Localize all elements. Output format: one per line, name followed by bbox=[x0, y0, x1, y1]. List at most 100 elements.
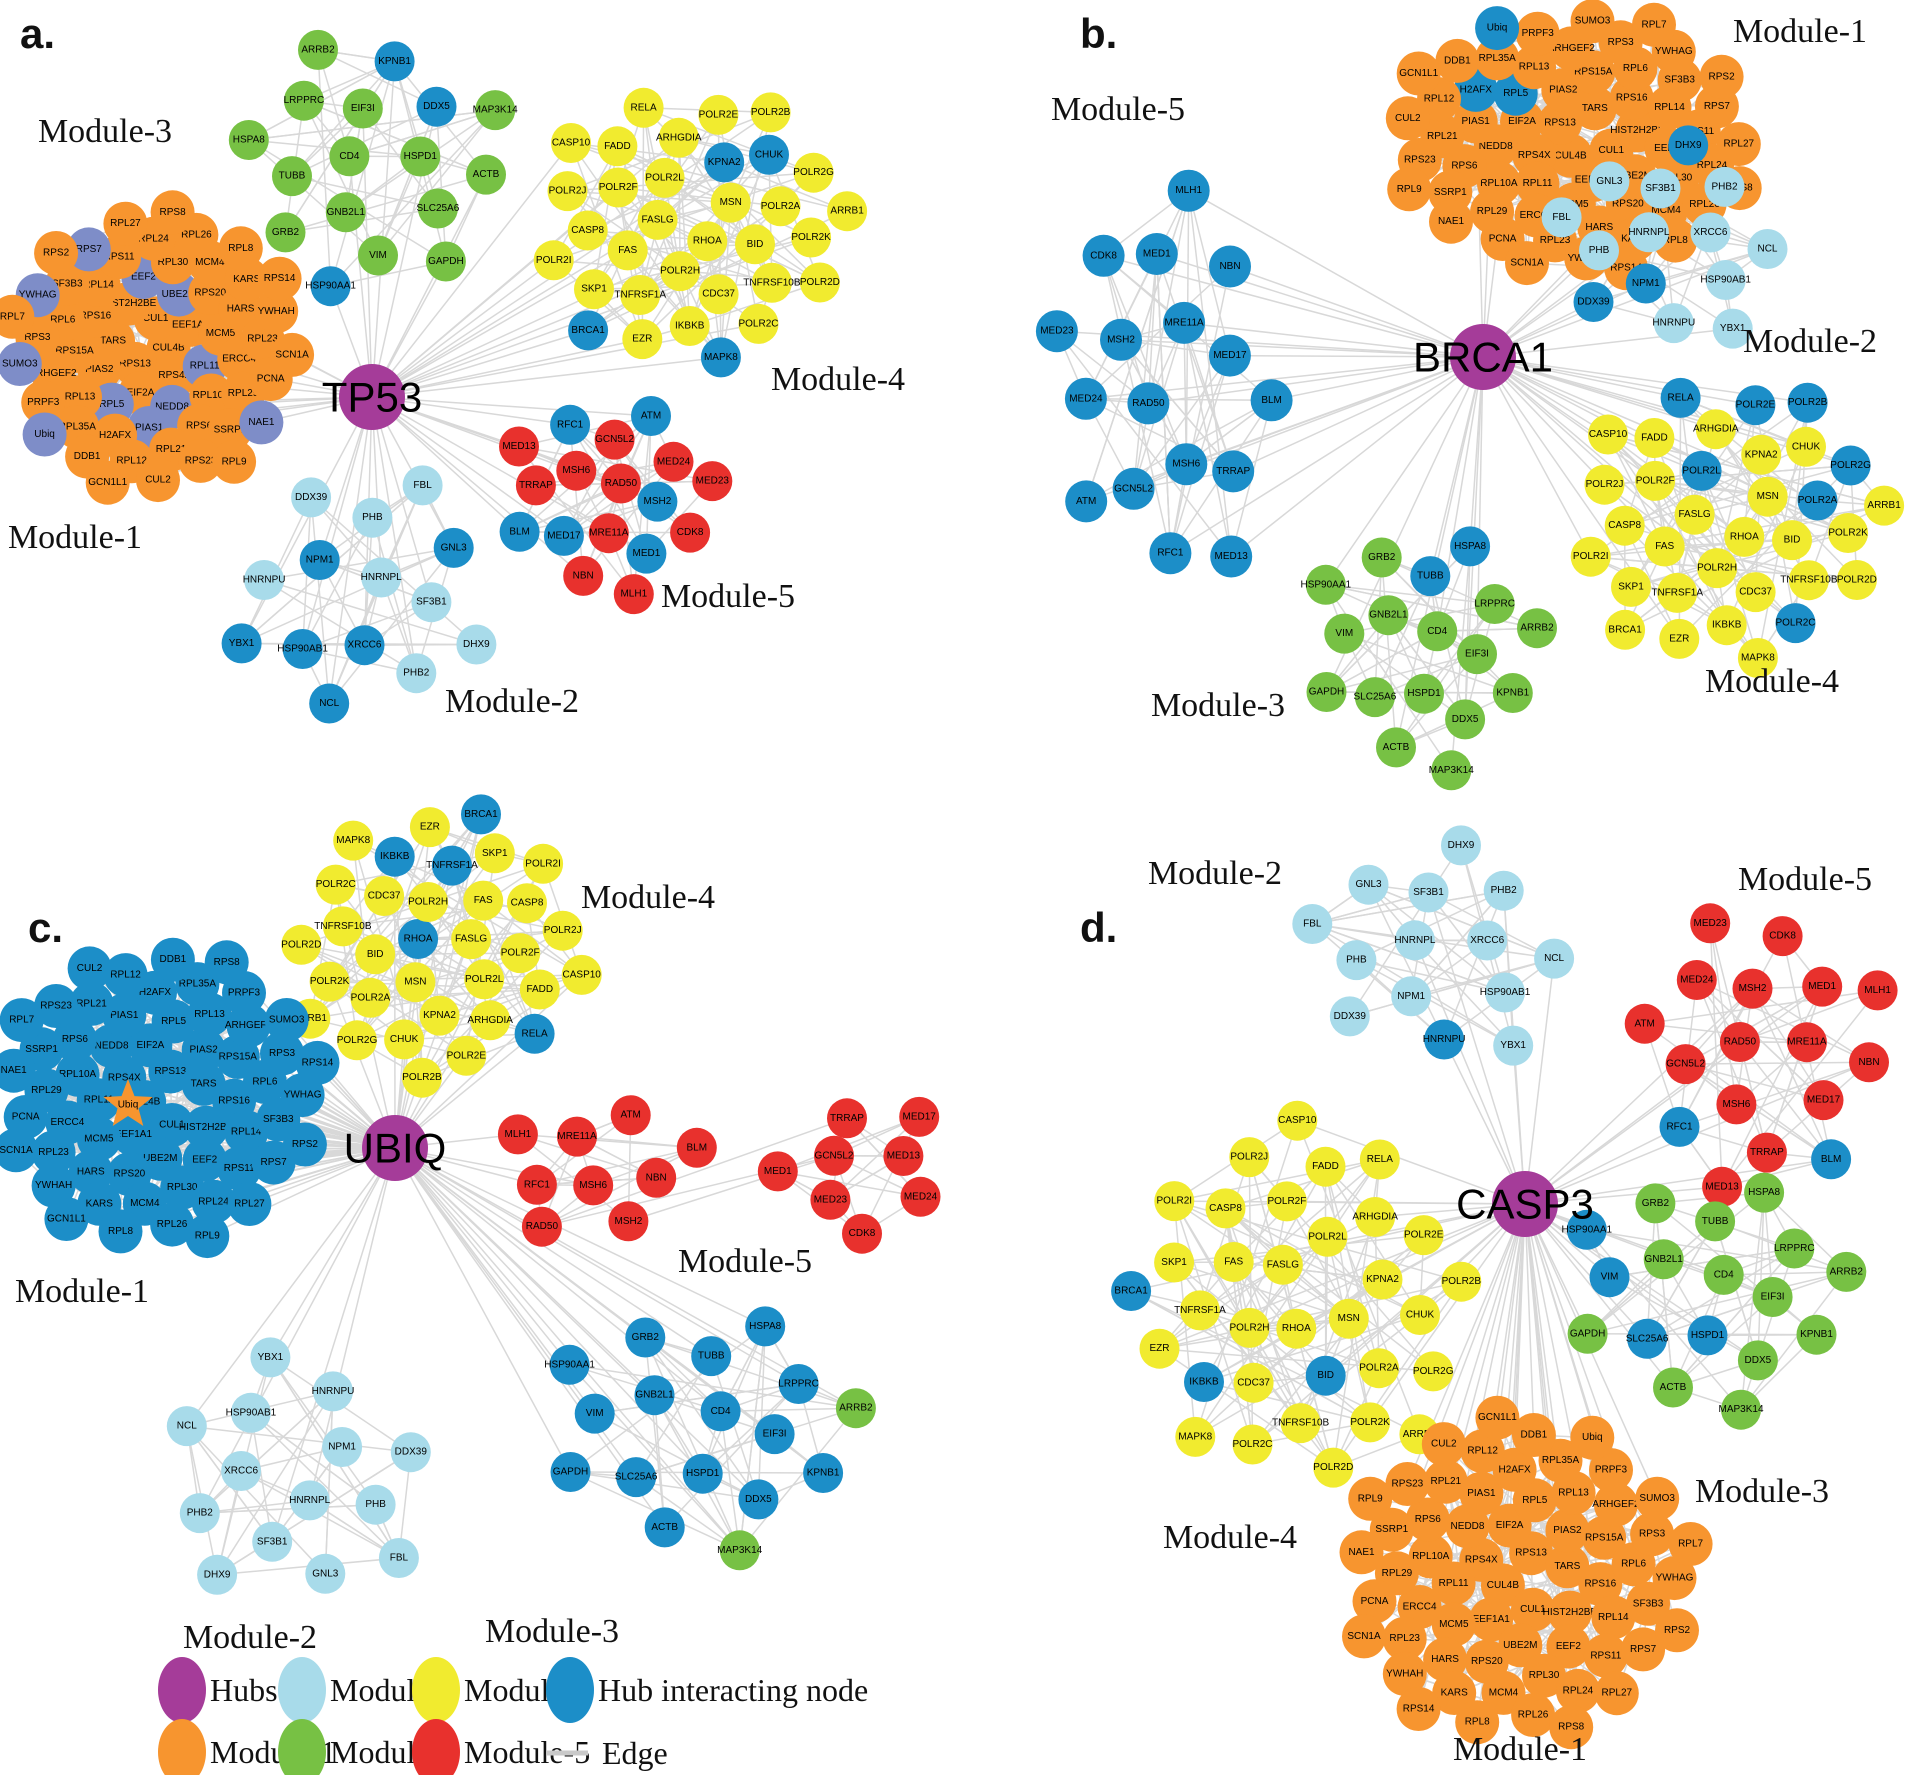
node-POLR2E[interactable] bbox=[698, 94, 739, 135]
node-TNFRSF10B[interactable] bbox=[751, 262, 792, 303]
node-FASLG[interactable] bbox=[1262, 1244, 1303, 1285]
node-MED17[interactable] bbox=[1208, 334, 1251, 377]
node-TRRAP[interactable] bbox=[515, 465, 556, 506]
node-MED23[interactable] bbox=[810, 1179, 851, 1220]
node-ACTB[interactable] bbox=[466, 154, 506, 195]
node-BID[interactable] bbox=[355, 934, 396, 975]
node-POLR2G[interactable] bbox=[793, 152, 834, 193]
node-HIST2H2BE[interactable] bbox=[184, 1105, 229, 1150]
node-RPS8[interactable] bbox=[1549, 1705, 1594, 1750]
node-MED13[interactable] bbox=[883, 1136, 924, 1176]
node-MLH1[interactable] bbox=[613, 574, 654, 615]
node-HNRNPL[interactable] bbox=[361, 557, 402, 598]
node-SUMO3[interactable] bbox=[264, 998, 309, 1042]
node-BRCA1[interactable] bbox=[568, 310, 609, 351]
node-BRCA1[interactable] bbox=[461, 794, 501, 835]
node-EEF1A1[interactable] bbox=[1469, 1597, 1514, 1642]
node-POLR2H[interactable] bbox=[660, 251, 701, 292]
node-RPL27[interactable] bbox=[1594, 1671, 1639, 1716]
node-FASLG[interactable] bbox=[637, 199, 678, 240]
node-RPS11[interactable] bbox=[217, 1146, 262, 1191]
node-CUL1[interactable] bbox=[149, 1103, 194, 1147]
node-CUL2[interactable] bbox=[1421, 1422, 1466, 1467]
node-KPNB1[interactable] bbox=[374, 41, 415, 82]
node-XRCC6[interactable] bbox=[1467, 920, 1508, 961]
node-RPL8[interactable] bbox=[1455, 1700, 1500, 1745]
node-MED13[interactable] bbox=[499, 426, 539, 467]
node-PRPF3[interactable] bbox=[21, 380, 66, 425]
node-SF3B1[interactable] bbox=[1640, 168, 1681, 209]
node-MED24[interactable] bbox=[900, 1176, 941, 1217]
node-BLM[interactable] bbox=[499, 511, 540, 552]
node-FADD[interactable] bbox=[597, 126, 638, 167]
node-RPL24[interactable] bbox=[1555, 1668, 1600, 1713]
node-SLC25A6[interactable] bbox=[1354, 677, 1395, 718]
node-ATM[interactable] bbox=[631, 396, 671, 436]
node-RAD50[interactable] bbox=[600, 463, 641, 504]
node-ACTB[interactable] bbox=[1653, 1367, 1693, 1408]
node-RPL9[interactable] bbox=[1387, 167, 1432, 212]
node-MCM5[interactable] bbox=[1431, 1602, 1476, 1647]
node-MED1[interactable] bbox=[1135, 233, 1178, 275]
node-GCN5L2[interactable] bbox=[1665, 1044, 1706, 1085]
node-SKP1[interactable] bbox=[1611, 566, 1651, 607]
node-RPS14[interactable] bbox=[257, 256, 302, 301]
node-FADD[interactable] bbox=[1634, 418, 1675, 458]
node-DDX39[interactable] bbox=[390, 1432, 431, 1473]
node-POLR2F[interactable] bbox=[1266, 1181, 1307, 1222]
node-HNRNPU[interactable] bbox=[1424, 1019, 1465, 1060]
node-EIF3I[interactable] bbox=[342, 88, 383, 129]
node-RFC1[interactable] bbox=[1659, 1106, 1700, 1147]
node-POLR2D[interactable] bbox=[281, 924, 322, 965]
node-SLC25A6[interactable] bbox=[1627, 1318, 1668, 1359]
node-RPL10A[interactable] bbox=[1408, 1534, 1453, 1579]
node-GCN5L2[interactable] bbox=[594, 419, 635, 460]
node-BLM[interactable] bbox=[676, 1127, 717, 1168]
node-ARRB2[interactable] bbox=[1517, 608, 1557, 649]
node-GRB2[interactable] bbox=[1361, 537, 1402, 578]
node-TNFRSF10B[interactable] bbox=[322, 906, 363, 947]
node-GCN5L2[interactable] bbox=[814, 1135, 854, 1176]
node-RPL12[interactable] bbox=[103, 953, 148, 998]
node-CASP8[interactable] bbox=[1604, 505, 1645, 546]
node-ARHGEF2[interactable] bbox=[226, 1003, 271, 1048]
node-RPL27[interactable] bbox=[227, 1182, 272, 1226]
node-ARRB2[interactable] bbox=[298, 29, 338, 70]
node-POLR2J[interactable] bbox=[1229, 1137, 1270, 1178]
node-GAPDH[interactable] bbox=[550, 1452, 591, 1492]
node-POLR2K[interactable] bbox=[1828, 513, 1869, 553]
node-UBE2M[interactable] bbox=[1498, 1623, 1543, 1668]
node-GNB2L1[interactable] bbox=[1643, 1239, 1684, 1280]
node-RELA[interactable] bbox=[623, 87, 664, 128]
node-GNL3[interactable] bbox=[1348, 864, 1389, 905]
node-GRB2[interactable] bbox=[265, 212, 306, 253]
node-MED13[interactable] bbox=[1702, 1166, 1743, 1207]
node-KPNA2[interactable] bbox=[419, 995, 460, 1036]
node-YWHAH[interactable] bbox=[254, 289, 299, 334]
node-ATM[interactable] bbox=[1624, 1003, 1665, 1044]
node-CD4[interactable] bbox=[329, 136, 370, 177]
node-HNRNPL[interactable] bbox=[289, 1480, 330, 1521]
node-BRCA1[interactable] bbox=[1605, 609, 1646, 650]
node-MSH2[interactable] bbox=[608, 1201, 649, 1242]
node-ARHGEF2[interactable] bbox=[1593, 1482, 1638, 1527]
node-NAE1[interactable] bbox=[1339, 1530, 1384, 1575]
node-RPS7[interactable] bbox=[1621, 1627, 1666, 1672]
node-RPL9[interactable] bbox=[185, 1214, 230, 1259]
node-RPL27[interactable] bbox=[103, 201, 148, 246]
node-RPL26[interactable] bbox=[150, 1202, 195, 1247]
node-FAS[interactable] bbox=[1644, 526, 1685, 567]
node-MLH1[interactable] bbox=[497, 1114, 538, 1155]
node-XRCC6[interactable] bbox=[221, 1451, 262, 1491]
node-POLR2D[interactable] bbox=[1313, 1447, 1354, 1488]
node-SKP1[interactable] bbox=[574, 269, 614, 310]
node-Ubiq[interactable] bbox=[1475, 6, 1520, 51]
node-MRE11A[interactable] bbox=[588, 513, 629, 554]
node-MAP3K14[interactable] bbox=[1721, 1389, 1761, 1430]
node-SUMO3[interactable] bbox=[1635, 1476, 1680, 1521]
node-ATM[interactable] bbox=[1065, 480, 1108, 523]
node-RPL21[interactable] bbox=[1423, 1459, 1468, 1504]
node-TNFRSF1A[interactable] bbox=[1179, 1290, 1220, 1331]
node-POLR2G[interactable] bbox=[1830, 445, 1871, 486]
node-NBN[interactable] bbox=[563, 555, 604, 596]
